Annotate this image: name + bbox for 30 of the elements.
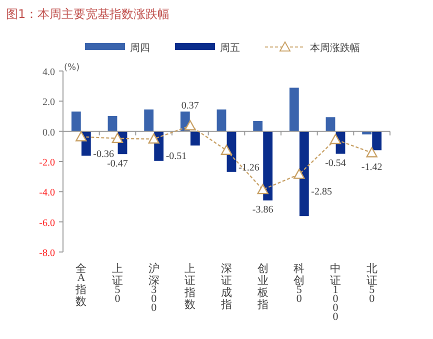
y-tick-label: 0.0 <box>42 127 55 138</box>
data-label: -0.51 <box>166 151 187 162</box>
data-label: -3.86 <box>252 204 274 216</box>
x-tick-label: 全A指数 <box>76 263 87 308</box>
x-tick-label: 北证50 <box>366 263 378 305</box>
data-label: -0.54 <box>325 158 346 170</box>
y-tick-label: -4.0 <box>39 188 55 199</box>
legend-label: 周五 <box>220 43 240 54</box>
x-tick-label: 上证指数 <box>184 263 196 311</box>
data-label: 0.37 <box>181 100 199 112</box>
data-label: -1.42 <box>361 162 382 173</box>
data-label: -0.36 <box>93 148 114 160</box>
data-label: -0.47 <box>107 158 128 170</box>
x-tick-label: 沪深300 <box>148 263 160 314</box>
y-tick-label: -6.0 <box>39 218 55 229</box>
data-label: -2.85 <box>311 186 332 198</box>
x-tick-label: 创业板指 <box>257 263 268 311</box>
data-label: -1.26 <box>238 162 260 174</box>
y-tick-label: -2.0 <box>39 158 55 168</box>
x-tick-label: 中证1000 <box>330 263 341 323</box>
x-tick-label: 科创50 <box>294 263 305 305</box>
y-tick-label: 2.0 <box>42 97 55 108</box>
x-tick-label: 上证50 <box>112 263 123 305</box>
x-tick-label: 深证成指 <box>221 263 232 311</box>
chart-title: 图1：本周主要宽基指数涨跌幅 <box>6 7 170 21</box>
y-axis-title: (%) <box>64 63 80 73</box>
legend-label: 本周涨跌幅 <box>310 42 360 54</box>
y-tick-label: 4.0 <box>42 67 55 78</box>
y-tick-label: -8.0 <box>39 248 55 259</box>
legend-label: 周四 <box>130 43 150 54</box>
